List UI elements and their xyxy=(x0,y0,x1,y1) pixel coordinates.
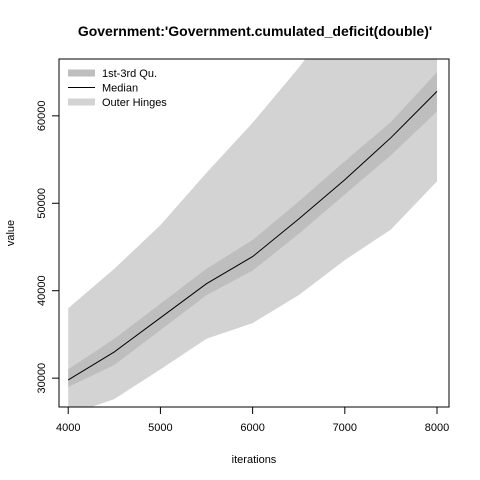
x-axis-label: iterations xyxy=(232,454,277,466)
x-tick-label: 7000 xyxy=(333,422,357,434)
y-tick-label: 40000 xyxy=(36,275,48,306)
quartile-band xyxy=(68,72,437,387)
x-tick-label: 8000 xyxy=(425,422,449,434)
y-axis: 30000 40000 50000 60000 xyxy=(36,101,60,394)
plot-area xyxy=(67,59,438,407)
legend-label: 1st-3rd Qu. xyxy=(102,68,157,80)
legend-label: Outer Hinges xyxy=(102,97,167,109)
y-axis-label: value xyxy=(5,220,17,246)
y-tick-label: 30000 xyxy=(36,363,48,394)
x-tick-label: 6000 xyxy=(240,422,264,434)
x-tick-label: 5000 xyxy=(148,422,172,434)
y-tick-label: 60000 xyxy=(36,101,48,132)
x-tick-label: 4000 xyxy=(56,422,80,434)
chart-title: Government:'Government.cumulated_deficit… xyxy=(78,23,432,39)
median-line xyxy=(67,91,438,381)
legend: 1st-3rd Qu. Median Outer Hinges xyxy=(68,68,167,109)
x-axis: 4000 5000 6000 7000 8000 xyxy=(56,406,449,434)
y-tick-label: 50000 xyxy=(36,188,48,219)
legend-label: Median xyxy=(102,83,138,95)
